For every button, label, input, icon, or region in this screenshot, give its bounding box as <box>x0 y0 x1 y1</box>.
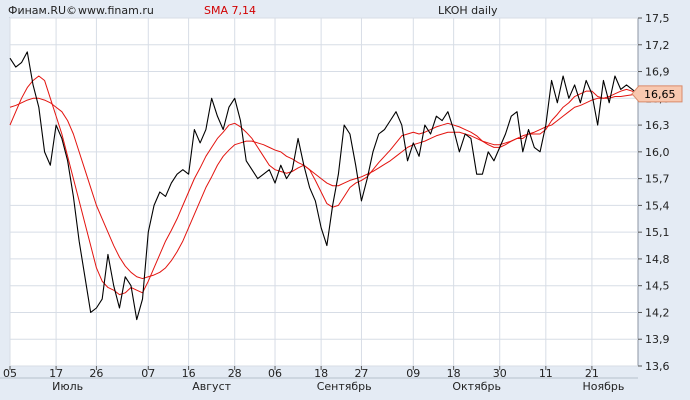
x-tick-label: 11 <box>539 367 553 380</box>
site-label: www.finam.ru <box>78 4 154 17</box>
indicator-label: SMA 7,14 <box>204 4 256 17</box>
x-tick-label: 16 <box>182 367 196 380</box>
last-value-box <box>631 85 683 103</box>
x-tick-label: 18 <box>447 367 461 380</box>
last-value-label: 16,65 <box>644 88 676 101</box>
series-line-close <box>9 51 639 321</box>
y-tick-label: 15,1 <box>645 226 670 239</box>
x-tick-label: 21 <box>585 367 599 380</box>
month-label: Октябрь <box>452 380 501 393</box>
plot-area <box>9 17 639 367</box>
series-line-sma14 <box>9 93 639 280</box>
x-axis: 05 17 26 07 16 28 06 18 27 09 18 30 11 21 Июль Август Се… <box>0 366 638 393</box>
last-value-marker: 16,65 <box>631 85 683 103</box>
month-label: Сентябрь <box>317 380 372 393</box>
y-tick-label: 17,5 <box>645 12 670 25</box>
y-tick-label: 16,3 <box>645 119 670 132</box>
x-tick-label: 18 <box>314 367 328 380</box>
y-tick-label: 16,9 <box>645 66 670 79</box>
month-label: Июль <box>52 380 83 393</box>
y-tick-label: 14,5 <box>645 280 670 293</box>
y-tick-label: 13,9 <box>645 333 670 346</box>
x-tick-label: 06 <box>268 367 282 380</box>
source-label: Финам.RU© <box>8 4 78 17</box>
x-tick-label: 26 <box>89 367 103 380</box>
y-tick-label: 14,8 <box>645 253 670 266</box>
y-axis: 13,6 13,9 14,2 14,5 14,8 15,1 15,4 15,7 16,0 16,3… <box>638 12 670 373</box>
y-tick-label: 15,4 <box>645 199 670 212</box>
month-label: Ноябрь <box>582 380 624 393</box>
grid <box>9 17 638 367</box>
y-tick-label: 16,0 <box>645 146 670 159</box>
month-label: Август <box>192 380 231 393</box>
x-tick-label: 30 <box>493 367 507 380</box>
ticker-label: LKOH daily <box>438 4 498 17</box>
y-tick-label: 15,7 <box>645 173 670 186</box>
x-tick-label: 27 <box>354 367 368 380</box>
x-tick-label: 09 <box>406 367 420 380</box>
x-tick-label: 07 <box>141 367 155 380</box>
x-tick-label: 28 <box>228 367 242 380</box>
y-tick-label: 13,6 <box>645 360 670 373</box>
x-tick-label: 17 <box>49 367 63 380</box>
series-layer <box>9 51 639 321</box>
x-tick-label: 05 <box>3 367 17 380</box>
y-tick-label: 17,2 <box>645 39 670 52</box>
y-tick-label: 14,2 <box>645 306 670 319</box>
